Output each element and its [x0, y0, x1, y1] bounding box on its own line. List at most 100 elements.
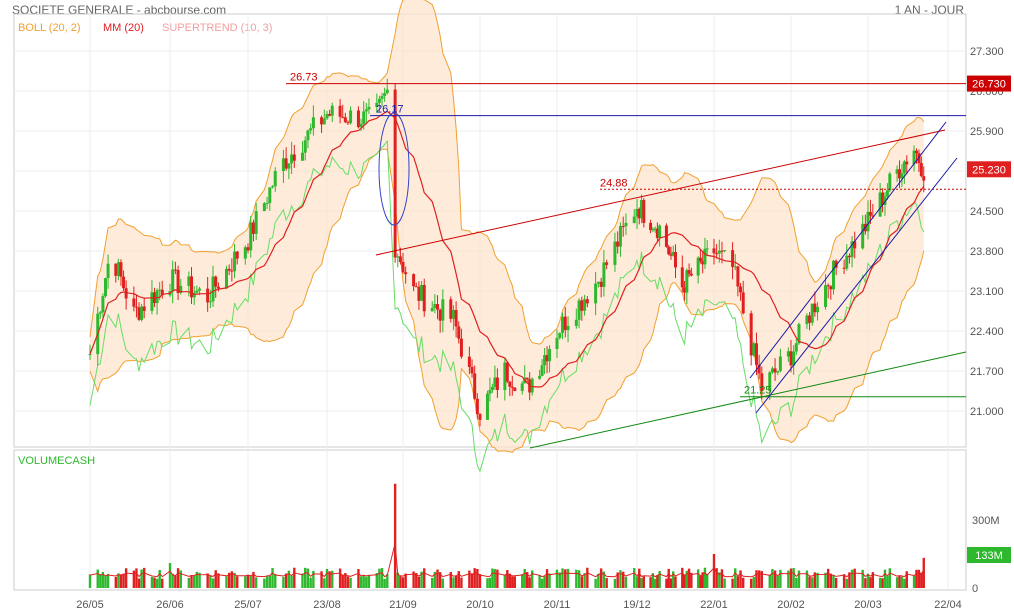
candle-body: [538, 375, 542, 379]
supertrend-line: [89, 139, 925, 473]
volume-bar: [706, 574, 709, 588]
candle-body: [635, 208, 639, 217]
volume-bar: [119, 574, 123, 588]
candle-body: [577, 300, 581, 320]
candle-body: [669, 254, 673, 256]
volume-bar: [739, 570, 742, 588]
candle-body: [385, 89, 389, 94]
candle-body: [696, 257, 700, 276]
volume-bar: [380, 567, 384, 588]
volume-bar: [685, 570, 689, 588]
volume-bar: [687, 568, 691, 588]
candle-body: [868, 211, 872, 216]
candle-body: [580, 300, 584, 311]
x-tick-label: 20/11: [544, 599, 571, 611]
volume-bar: [734, 568, 737, 588]
x-tick-label: 20/02: [777, 599, 805, 611]
candle-body: [101, 296, 105, 313]
volume-bar: [888, 568, 892, 588]
candle-body: [637, 208, 641, 219]
candle-body: [343, 117, 347, 123]
volume-bar: [104, 576, 107, 588]
candle-body: [122, 276, 126, 289]
volume-bar: [503, 574, 507, 588]
candle-body: [671, 251, 675, 256]
candle-body: [475, 398, 479, 415]
volume-bar: [760, 571, 763, 588]
candle-body: [206, 288, 210, 303]
candle-body: [417, 286, 421, 301]
volume-bar: [575, 569, 578, 588]
candle-body: [398, 256, 402, 263]
volume-bar: [349, 577, 352, 588]
volume-bar: [583, 573, 586, 588]
volume-bar: [198, 572, 201, 588]
candle-body: [160, 289, 164, 296]
candle-body: [495, 377, 499, 390]
candle-body: [306, 130, 310, 141]
candle-body: [902, 161, 906, 174]
volume-bar: [412, 571, 415, 588]
volume-bar: [344, 573, 347, 588]
volume-bar: [383, 578, 386, 588]
volume-bar: [900, 576, 904, 588]
candle-body: [861, 223, 865, 249]
volume-tick-label: 0: [972, 583, 978, 595]
candle-body: [341, 116, 345, 118]
candle-body: [555, 337, 559, 349]
candle-body: [171, 269, 175, 292]
candle-body: [377, 98, 381, 103]
volume-bar: [881, 578, 884, 588]
candle-body: [599, 281, 603, 287]
volume-bar: [227, 572, 231, 588]
volume-bar: [622, 571, 625, 588]
candle-body: [883, 196, 887, 205]
volume-bar: [566, 568, 570, 588]
volume-bar: [528, 577, 531, 588]
candle-body: [284, 158, 288, 169]
highlight-ellipse: [378, 112, 410, 226]
volume-bar: [917, 569, 921, 588]
candle-body: [540, 365, 544, 376]
candle-body: [375, 102, 379, 107]
candle-body: [717, 250, 721, 254]
volume-average-line: [89, 543, 925, 578]
volume-bar: [912, 575, 916, 588]
volume-bar: [555, 569, 559, 588]
volume-bar: [271, 568, 274, 588]
candle-body: [914, 150, 918, 154]
volume-bar: [864, 578, 867, 588]
volume-bar: [545, 569, 549, 588]
x-tick-label: 22/01: [700, 599, 728, 611]
candle-body: [794, 343, 798, 352]
candle-body: [566, 325, 570, 331]
candle-body: [320, 117, 324, 125]
candle-body: [881, 192, 885, 205]
volume-bar: [233, 572, 236, 588]
candle-body: [878, 192, 882, 217]
volume-bar: [153, 577, 156, 588]
candle-body: [733, 266, 737, 268]
volume-bar: [124, 568, 128, 588]
candle-body: [198, 288, 202, 291]
x-tick-label: 21/09: [389, 599, 417, 611]
volume-bar: [845, 578, 848, 588]
candle-body: [776, 370, 780, 373]
volume-bar: [808, 576, 811, 588]
candle-body: [712, 248, 716, 254]
candle-body: [179, 285, 183, 293]
bollinger-upper: [89, 0, 925, 345]
candle-body: [114, 263, 118, 276]
candle-body: [613, 241, 617, 265]
rising-resistance-line: [375, 129, 946, 256]
candle-body: [816, 306, 820, 313]
candle-body: [741, 292, 745, 314]
volume-badge-label: 133M: [975, 550, 1003, 562]
volume-bar: [420, 571, 423, 588]
candle-body: [842, 267, 846, 269]
candle-body: [797, 324, 801, 344]
volume-bar: [848, 572, 851, 588]
volume-bar: [312, 570, 315, 588]
annotation-label: 26.17: [376, 104, 404, 116]
